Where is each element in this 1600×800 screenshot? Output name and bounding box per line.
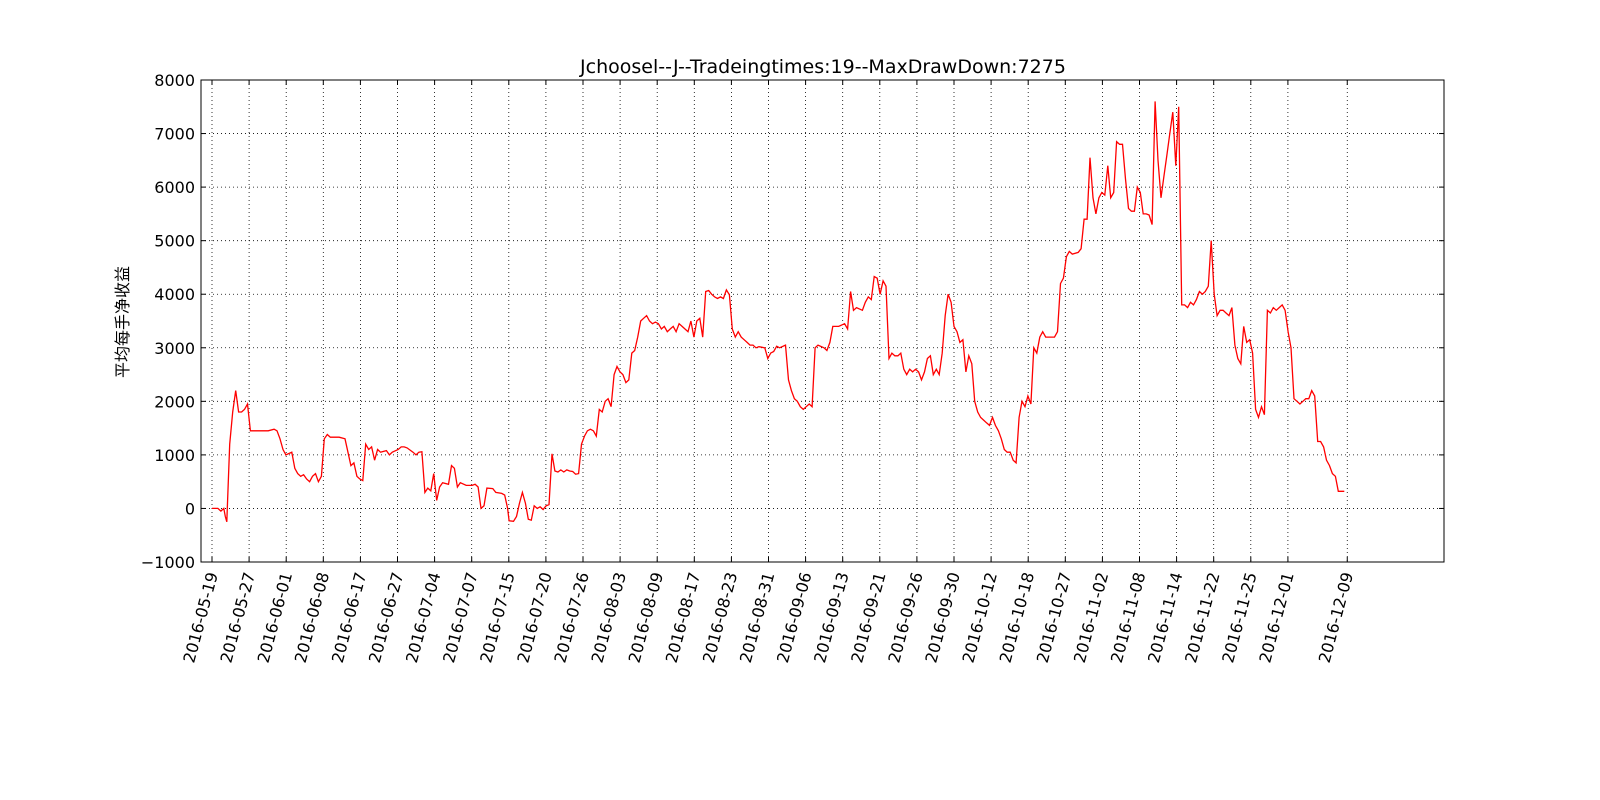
- x-tick-label: 2016-11-25: [1218, 570, 1260, 665]
- x-tick-label: 2016-05-19: [179, 570, 221, 665]
- x-tick-label: 2016-08-03: [588, 570, 630, 665]
- x-tick-label: 2016-10-27: [1033, 570, 1075, 665]
- grid-lines: [201, 80, 1444, 562]
- x-tick-label: 2016-11-02: [1070, 570, 1112, 665]
- x-tick-label: 2016-07-07: [439, 570, 481, 665]
- plot-frame: [200, 79, 1445, 563]
- y-tick-label: 0: [185, 499, 195, 518]
- x-tick-label: 2016-08-09: [625, 570, 667, 665]
- y-axis-label: 平均每手净收益: [113, 266, 132, 378]
- x-tick-label: 2016-09-26: [884, 570, 926, 665]
- x-tick-label: 2016-11-14: [1144, 570, 1186, 665]
- x-tick-label: 2016-09-21: [847, 570, 889, 665]
- chart-title: Jchoosel--J--Tradeingtimes:19--MaxDrawDo…: [579, 56, 1066, 78]
- x-tick-label: 2016-05-27: [217, 570, 259, 665]
- x-tick-label: 2016-10-12: [959, 570, 1001, 665]
- x-tick-label: 2016-10-18: [996, 570, 1038, 665]
- x-tick-label: 2016-11-08: [1107, 570, 1149, 665]
- y-axis: −1000 0 1000 2000 3000 4000 5000 6000 7000 8000: [141, 71, 1444, 572]
- y-tick-label: 8000: [154, 71, 195, 90]
- x-tick-label: 2016-08-31: [736, 570, 778, 665]
- y-tick-label: 5000: [154, 232, 195, 251]
- y-tick-label: 3000: [154, 339, 195, 358]
- y-tick-label: 1000: [154, 446, 195, 465]
- x-tick-label: 2016-07-20: [513, 570, 555, 665]
- y-tick-label: 2000: [154, 392, 195, 411]
- x-tick-label: 2016-09-06: [773, 570, 815, 665]
- x-tick-label: 2016-12-09: [1315, 570, 1357, 665]
- x-tick-label: 2016-06-08: [291, 570, 333, 665]
- x-tick-label: 2016-08-23: [699, 570, 741, 665]
- x-tick-label: 2016-08-17: [662, 570, 704, 665]
- y-tick-label: 6000: [154, 178, 195, 197]
- x-tick-label: 2016-09-30: [921, 570, 963, 665]
- x-tick-label: 2016-09-13: [810, 570, 852, 665]
- x-tick-label: 2016-07-15: [476, 570, 518, 665]
- x-tick-label: 2016-06-27: [365, 570, 407, 665]
- x-tick-label: 2016-06-01: [254, 570, 296, 665]
- y-tick-label: 4000: [154, 285, 195, 304]
- y-tick-label: 7000: [154, 125, 195, 144]
- x-tick-label: 2016-07-26: [550, 570, 592, 665]
- x-tick-label: 2016-12-01: [1255, 570, 1297, 665]
- x-tick-label: 2016-06-17: [328, 570, 370, 665]
- x-tick-label: 2016-11-22: [1181, 570, 1223, 665]
- x-tick-label: 2016-07-04: [402, 570, 444, 665]
- y-tick-label: −1000: [141, 553, 195, 572]
- series-line: [212, 101, 1345, 522]
